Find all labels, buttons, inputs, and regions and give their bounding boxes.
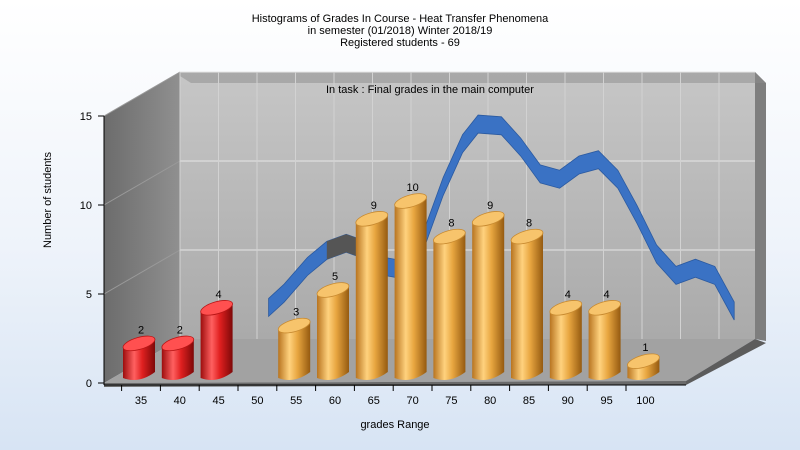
bar-value-label: 4 (604, 289, 610, 301)
gridline-side (103, 160, 181, 206)
x-tick-label: 100 (636, 395, 654, 407)
bar-top (122, 335, 156, 352)
x-tick-label: 70 (406, 395, 418, 407)
back-wall (180, 72, 755, 339)
bar-35: 2 (122, 324, 156, 380)
bar-45: 4 (200, 289, 233, 380)
x-tick-label: 95 (600, 395, 612, 407)
x-tick-label: 40 (174, 395, 186, 407)
bar-body (317, 287, 349, 380)
bar-value-label: 5 (332, 271, 338, 283)
bar-top (627, 353, 660, 369)
gridline-side (103, 71, 181, 117)
chart-annotation: In task : Final grades in the main compu… (326, 84, 534, 96)
bar-75: 8 (433, 218, 466, 380)
x-tick-label: 45 (212, 395, 224, 407)
bar-top (471, 211, 505, 227)
x-tick-label: 75 (445, 395, 457, 407)
bar-top (588, 300, 621, 316)
left-wall (104, 72, 180, 383)
bar-55: 3 (277, 307, 311, 380)
bar-90: 4 (549, 289, 583, 380)
bar-value-label: 8 (448, 218, 454, 230)
bar-value-label: 1 (642, 342, 648, 354)
bar-top (394, 193, 427, 209)
bar-body (394, 198, 427, 380)
chart-title-line-1: Histograms of Grades In Course - Heat Tr… (251, 13, 549, 25)
x-tick-label: 50 (251, 395, 263, 407)
bar-body (355, 215, 388, 380)
bar-40: 2 (161, 324, 195, 380)
x-tick-label: 55 (290, 395, 302, 407)
bar-80: 9 (471, 200, 505, 380)
x-tick-label: 85 (523, 395, 535, 407)
bar-65: 9 (355, 200, 389, 380)
y-tick-label: 0 (86, 378, 92, 390)
bar-value-label: 3 (293, 307, 299, 319)
top-edge (180, 72, 766, 83)
chart-title-line-2: in semester (01/2018) Winter 2018/19 (307, 25, 493, 37)
bar-top (510, 228, 544, 245)
bar-body (200, 304, 233, 380)
x-tick-label: 35 (135, 395, 147, 407)
bar-value-label: 2 (177, 324, 183, 336)
bar-value-label: 4 (216, 289, 222, 301)
y-tick-label: 10 (80, 200, 92, 212)
bar-top (200, 300, 233, 316)
bar-top (549, 300, 583, 316)
bar-value-label: 9 (371, 200, 377, 212)
floor-right-edge (686, 339, 766, 385)
bar-body (588, 304, 621, 380)
bar-body (278, 322, 311, 380)
bar-value-label: 9 (487, 200, 493, 212)
chart-title-line-3: Registered students - 69 (340, 37, 460, 49)
bar-value-label: 4 (565, 289, 571, 301)
bar-top (355, 211, 389, 227)
bar-body (511, 233, 543, 380)
bar-95: 4 (588, 289, 621, 380)
back-wall-edge (755, 72, 766, 341)
bar-60: 5 (316, 271, 350, 380)
y-tick-label: 15 (80, 111, 92, 123)
y-tick-label: 5 (86, 289, 92, 301)
x-tick-label: 60 (329, 395, 341, 407)
bar-value-label: 8 (526, 218, 532, 230)
bar-body (472, 215, 505, 380)
bar-100: 1 (627, 342, 660, 380)
bar-top (277, 317, 311, 334)
bar-top (316, 282, 350, 298)
x-axis-label: grades Range (360, 419, 430, 431)
bar-body (549, 304, 582, 380)
bar-top (433, 228, 466, 245)
x-tick-label: 80 (484, 395, 496, 407)
bar-value-label: 2 (138, 324, 144, 336)
bar-top (161, 335, 195, 352)
x-tick-label: 90 (562, 395, 574, 407)
bar-value-label: 10 (406, 182, 418, 194)
bars-group: 2 2 4 3 5 9 10 8 9 8 4 4 1 (122, 182, 660, 380)
bar-body (433, 233, 466, 380)
gridline-side (103, 249, 181, 295)
bar-70: 10 (394, 182, 427, 380)
bar-85: 8 (510, 218, 544, 380)
x-tick-label: 65 (368, 395, 380, 407)
